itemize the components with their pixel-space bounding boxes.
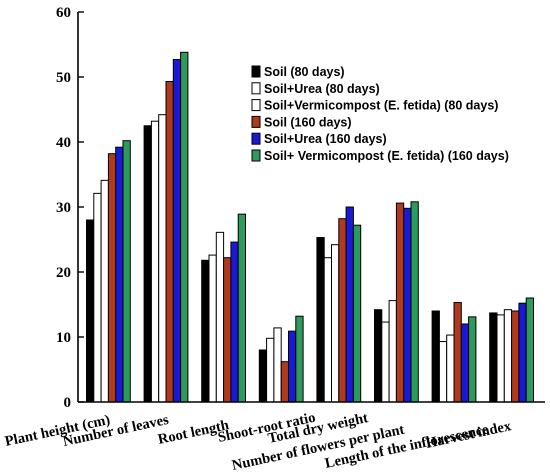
bar xyxy=(158,114,167,403)
legend-label: Soil+ Vermicompost (E. fetida) (160 days… xyxy=(264,149,509,163)
bar xyxy=(165,81,174,403)
legend-label: Soil+Vermicompost (E. fetida) (80 days) xyxy=(264,99,498,113)
bar xyxy=(525,297,535,403)
legend-swatch xyxy=(251,99,261,112)
bar xyxy=(410,201,419,403)
bar xyxy=(258,349,268,403)
bar xyxy=(172,58,182,403)
bar xyxy=(403,207,412,403)
bar xyxy=(331,244,340,403)
legend-label: Soil+Urea (80 days) xyxy=(264,82,380,96)
bar xyxy=(388,300,397,403)
bar xyxy=(201,259,210,403)
bar xyxy=(288,330,297,403)
legend-swatch xyxy=(251,132,261,145)
bar xyxy=(496,314,505,403)
y-tick-label: 10 xyxy=(56,330,71,346)
bar xyxy=(295,315,304,403)
bar xyxy=(338,218,347,403)
y-tick-label: 20 xyxy=(56,265,71,281)
legend: Soil (80 days) Soil+Urea (80 days) Soil+Ve… xyxy=(251,65,509,163)
bar xyxy=(280,361,290,403)
bar xyxy=(374,309,383,403)
bar xyxy=(223,257,232,403)
legend-label: Soil+Urea (160 days) xyxy=(264,132,387,146)
bar xyxy=(381,321,390,403)
bar xyxy=(208,254,217,403)
legend-label: Soil (160 days) xyxy=(264,115,352,129)
bar xyxy=(215,231,225,403)
y-ticks: 0 10 20 30 40 50 60 xyxy=(56,5,84,411)
bar xyxy=(345,206,354,403)
bar xyxy=(273,327,282,403)
y-tick-label: 40 xyxy=(56,135,71,151)
bar xyxy=(511,310,520,403)
bar xyxy=(266,337,275,403)
legend-swatch xyxy=(251,82,261,95)
bar xyxy=(143,125,152,403)
bar xyxy=(100,179,109,403)
bar xyxy=(489,312,498,403)
bars-layer xyxy=(86,51,535,403)
bar xyxy=(468,316,477,403)
x-tick-label: Harvest index xyxy=(425,418,514,452)
bar xyxy=(86,219,95,403)
bar xyxy=(453,302,462,403)
y-tick-label: 0 xyxy=(64,395,72,411)
y-tick-label: 30 xyxy=(56,200,71,216)
legend-swatch xyxy=(251,115,261,128)
bar xyxy=(395,202,405,403)
bar xyxy=(150,120,160,403)
bar xyxy=(438,341,448,403)
bar xyxy=(237,213,246,403)
legend-swatch xyxy=(251,149,261,162)
bar xyxy=(230,241,239,403)
bar xyxy=(115,146,124,403)
legend-swatch xyxy=(251,65,261,78)
y-tick-label: 60 xyxy=(56,5,71,21)
bar xyxy=(460,323,470,403)
bar xyxy=(323,257,333,403)
bar xyxy=(352,224,362,403)
bar xyxy=(316,237,325,403)
y-tick-label: 50 xyxy=(56,70,71,86)
bar xyxy=(180,51,189,403)
bar xyxy=(431,310,440,403)
bar xyxy=(518,302,527,403)
bar xyxy=(503,309,513,403)
bar xyxy=(122,140,131,403)
bar xyxy=(107,153,117,403)
bar xyxy=(93,192,102,403)
legend-label: Soil (80 days) xyxy=(264,65,345,79)
bar xyxy=(446,334,455,403)
